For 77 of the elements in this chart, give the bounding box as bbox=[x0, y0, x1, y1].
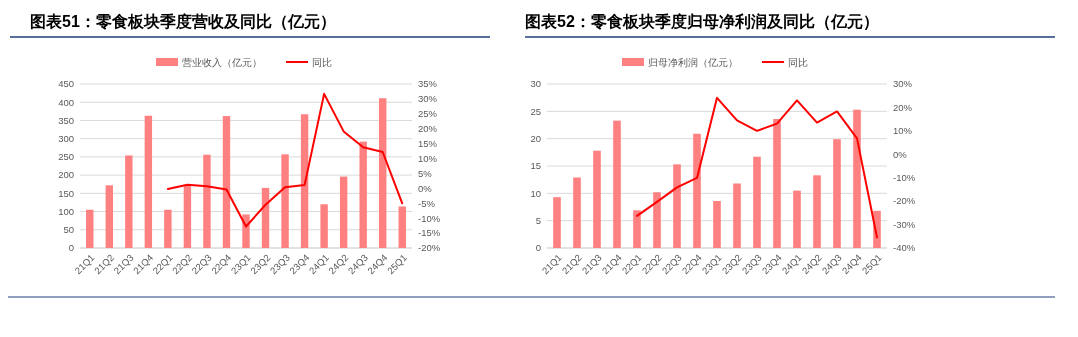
y-tick-label: 0 bbox=[68, 242, 74, 254]
bar bbox=[813, 175, 821, 248]
y2-tick-label: 15% bbox=[418, 137, 438, 149]
bar bbox=[573, 177, 581, 248]
bar bbox=[653, 192, 661, 248]
y-tick-label: 450 bbox=[58, 78, 74, 90]
y-tick-label: 15 bbox=[530, 160, 541, 172]
bar bbox=[693, 133, 701, 248]
bar bbox=[183, 184, 192, 248]
y2-tick-label: -30% bbox=[893, 218, 916, 230]
y-tick-label: 400 bbox=[58, 96, 74, 108]
bar bbox=[379, 98, 387, 248]
legend-label: 同比 bbox=[312, 56, 332, 68]
legend-label: 归母净利润（亿元） bbox=[648, 56, 738, 68]
bar bbox=[398, 206, 406, 248]
bar bbox=[713, 200, 721, 248]
bar bbox=[633, 210, 641, 248]
y2-tick-label: -20% bbox=[893, 195, 916, 207]
y2-tick-label: 0% bbox=[418, 182, 433, 194]
y-tick-label: 5 bbox=[535, 214, 541, 226]
bar bbox=[86, 209, 94, 248]
chart-title: 图表52：零食板块季度归母净利润及同比（亿元） bbox=[525, 12, 879, 31]
bar bbox=[613, 120, 621, 248]
y2-tick-label: -20% bbox=[418, 242, 441, 254]
bar bbox=[300, 114, 309, 248]
bar bbox=[673, 164, 681, 248]
y2-tick-label: 10% bbox=[418, 152, 438, 164]
y2-tick-label: 20% bbox=[893, 101, 913, 113]
bar bbox=[853, 109, 861, 248]
bar bbox=[733, 183, 741, 248]
y-tick-label: 350 bbox=[58, 114, 74, 126]
y-tick-label: 30 bbox=[530, 78, 541, 90]
bar bbox=[833, 139, 841, 248]
y-tick-label: 150 bbox=[58, 187, 74, 199]
bar bbox=[359, 141, 367, 248]
y-tick-label: 20 bbox=[530, 132, 541, 144]
bar bbox=[320, 204, 328, 248]
y2-tick-label: -5% bbox=[418, 197, 436, 209]
bar bbox=[105, 185, 114, 248]
y2-tick-label: 35% bbox=[418, 78, 438, 90]
y-tick-label: 250 bbox=[58, 151, 74, 163]
line-series bbox=[636, 96, 878, 239]
bar bbox=[203, 154, 211, 248]
line-series bbox=[166, 92, 404, 228]
legend-label: 同比 bbox=[788, 56, 808, 68]
bar bbox=[281, 154, 289, 248]
y-tick-label: 200 bbox=[58, 169, 74, 181]
y2-tick-label: 10% bbox=[893, 125, 913, 137]
bar bbox=[261, 187, 270, 248]
y2-tick-label: -40% bbox=[893, 242, 916, 254]
y-tick-label: 300 bbox=[58, 132, 74, 144]
y2-tick-label: 5% bbox=[418, 167, 433, 179]
bar bbox=[793, 190, 801, 248]
y2-tick-label: 30% bbox=[418, 93, 438, 105]
y-tick-label: 50 bbox=[63, 224, 74, 236]
y2-tick-label: 30% bbox=[893, 78, 913, 90]
bar bbox=[144, 115, 153, 248]
y-tick-label: 25 bbox=[530, 105, 541, 117]
legend-label: 营业收入（亿元） bbox=[182, 56, 262, 68]
bar bbox=[773, 118, 781, 248]
bar bbox=[125, 155, 133, 248]
y2-tick-label: -10% bbox=[418, 212, 441, 224]
bar bbox=[222, 116, 231, 248]
y-tick-label: 0 bbox=[535, 242, 541, 254]
bar bbox=[164, 209, 172, 248]
y-tick-label: 100 bbox=[58, 205, 74, 217]
bar bbox=[593, 150, 601, 248]
bar bbox=[553, 197, 561, 248]
y2-tick-label: 20% bbox=[418, 123, 438, 135]
y-tick-label: 10 bbox=[530, 187, 541, 199]
y2-tick-label: 0% bbox=[893, 148, 908, 160]
y2-tick-label: 25% bbox=[418, 108, 438, 120]
y2-tick-label: -10% bbox=[893, 172, 916, 184]
bar bbox=[753, 156, 761, 248]
y2-tick-label: -15% bbox=[418, 227, 441, 239]
chart-title: 图表51：零食板块季度营收及同比（亿元） bbox=[30, 12, 336, 31]
bar bbox=[339, 176, 348, 248]
